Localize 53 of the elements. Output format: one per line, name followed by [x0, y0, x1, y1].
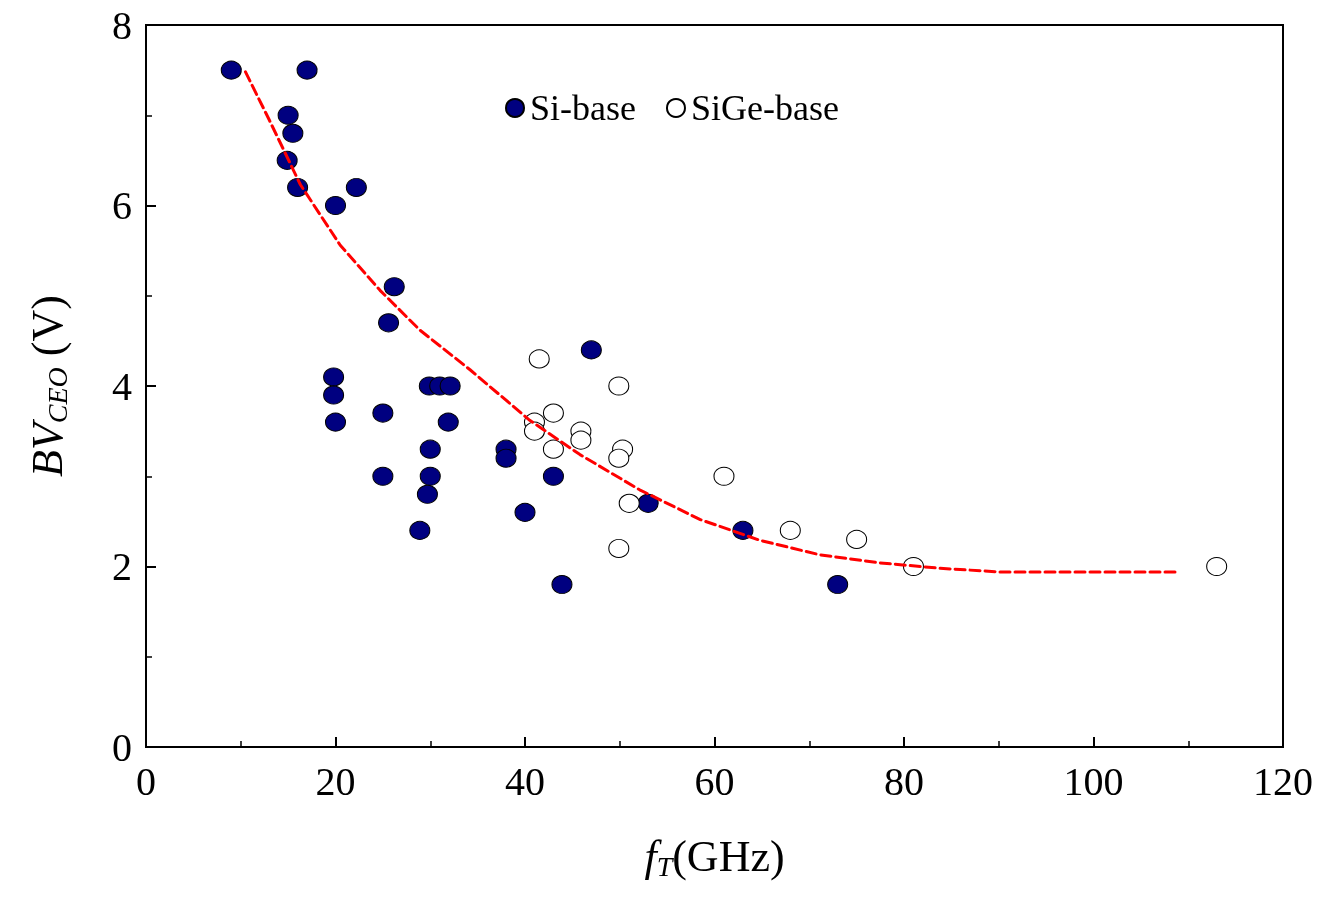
- x-tick-label: 40: [505, 758, 545, 804]
- point: [345, 177, 367, 197]
- point: [618, 493, 640, 513]
- point: [419, 466, 441, 486]
- y-tick-label: 2: [112, 544, 132, 589]
- point: [437, 412, 459, 432]
- y-tick-label: 0: [112, 724, 132, 770]
- point: [779, 520, 801, 540]
- x-tick-label: 60: [694, 758, 735, 804]
- x-tick-label: 80: [884, 758, 924, 804]
- point: [325, 196, 346, 215]
- point: [528, 349, 550, 369]
- point: [1206, 557, 1228, 576]
- point: [325, 412, 346, 432]
- point: [282, 123, 304, 143]
- point: [542, 439, 564, 459]
- x-tick-label: 100: [1063, 758, 1124, 804]
- point: [846, 529, 868, 549]
- point: [608, 376, 630, 396]
- point: [296, 60, 318, 80]
- y-tick-label: 4: [112, 363, 132, 409]
- point: [580, 340, 602, 360]
- point: [542, 403, 564, 423]
- point: [608, 538, 630, 558]
- point: [419, 439, 441, 459]
- point: [372, 403, 394, 423]
- point: [514, 502, 536, 522]
- y-axis-title: BVCEO (V): [22, 295, 73, 477]
- point: [383, 277, 405, 297]
- point: [495, 448, 517, 468]
- legend-label: SiGe-base: [690, 88, 839, 128]
- point: [277, 105, 299, 125]
- point: [637, 493, 659, 513]
- x-tick-label: 20: [315, 758, 356, 804]
- point: [542, 466, 564, 486]
- y-tick-label: 6: [112, 183, 132, 228]
- point: [323, 367, 345, 387]
- point: [372, 466, 394, 486]
- point: [378, 313, 400, 333]
- point: [608, 448, 630, 468]
- point: [409, 520, 431, 540]
- point: [570, 430, 592, 450]
- point: [551, 575, 573, 595]
- x-axis-title: fT(GHz): [644, 831, 785, 882]
- x-tick-label: 120: [1253, 758, 1313, 804]
- point: [439, 376, 461, 396]
- point: [323, 385, 345, 405]
- point: [713, 466, 735, 486]
- legend-label: Si-base: [530, 88, 636, 128]
- y-tick-label: 8: [112, 2, 132, 48]
- point: [827, 575, 849, 595]
- point: [416, 484, 438, 504]
- point: [220, 60, 242, 80]
